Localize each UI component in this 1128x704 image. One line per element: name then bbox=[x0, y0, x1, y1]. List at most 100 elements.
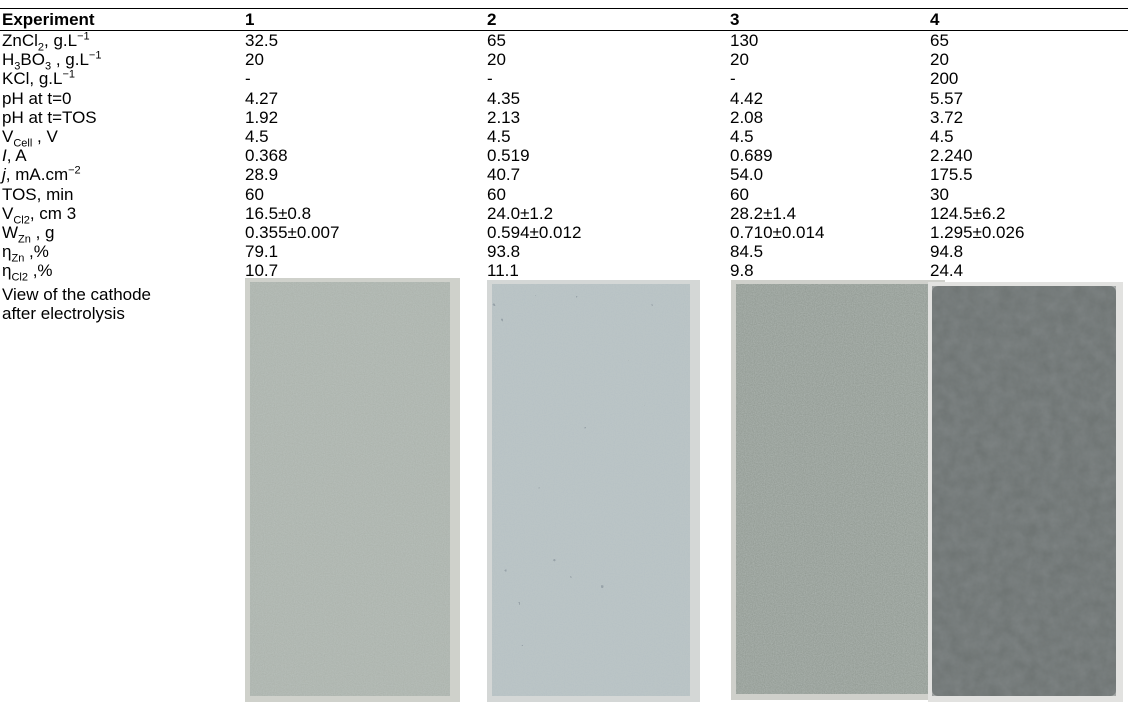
label-part: TOS, min bbox=[2, 184, 74, 204]
row-label: WZn , g bbox=[2, 223, 55, 246]
label-part: Zn bbox=[18, 233, 31, 246]
photo-2 bbox=[487, 280, 700, 702]
top-rule bbox=[0, 8, 1128, 9]
label-part: V bbox=[2, 203, 14, 223]
value-cell: 124.5±6.2 bbox=[930, 203, 1006, 223]
row-label: pH at t=TOS bbox=[2, 108, 97, 127]
row-label: H3BO3 , g.L−1 bbox=[2, 49, 102, 72]
value-cell: 4.5 bbox=[930, 127, 954, 146]
value-cell: 24.4 bbox=[930, 261, 964, 281]
row-label: j, mA.cm−2 bbox=[2, 165, 81, 184]
value-cell: 94.8 bbox=[930, 242, 964, 262]
label-part: −1 bbox=[62, 68, 76, 81]
value-cell: 0.368 bbox=[245, 146, 288, 166]
value-cell: 79.1 bbox=[245, 242, 279, 262]
label-part: j bbox=[2, 165, 6, 185]
label-part: ,% bbox=[27, 261, 53, 281]
value-cell: 24.0±1.2 bbox=[487, 203, 554, 223]
label-part: , g.L bbox=[51, 50, 89, 70]
header-cell: Experiment bbox=[2, 10, 95, 29]
label-part: 3 bbox=[14, 60, 21, 73]
value-cell: 16.5±0.8 bbox=[245, 203, 312, 223]
label-part: KCl, g.L bbox=[2, 69, 63, 89]
header-cell: 4 bbox=[930, 10, 940, 29]
label-part: , mA.cm bbox=[5, 165, 69, 185]
row-label: pH at t=0 bbox=[2, 89, 71, 108]
value-cell: 2.240 bbox=[930, 146, 973, 166]
value-cell: 32.5 bbox=[245, 31, 279, 50]
value-cell: 9.8 bbox=[730, 261, 754, 281]
label-part: W bbox=[2, 223, 19, 242]
label-part: ,% bbox=[24, 242, 49, 262]
value-cell: - bbox=[487, 69, 493, 89]
label-part: −1 bbox=[88, 49, 102, 62]
label-part: η bbox=[2, 261, 12, 281]
value-cell: 2.13 bbox=[487, 107, 521, 127]
value-cell: 0.519 bbox=[487, 146, 530, 166]
row-label: KCl, g.L−1 bbox=[2, 69, 75, 88]
value-cell: 20 bbox=[930, 50, 949, 70]
value-cell: 0.594±0.012 bbox=[487, 223, 582, 242]
value-cell: 40.7 bbox=[487, 165, 521, 185]
value-cell: 3.72 bbox=[930, 107, 964, 127]
label-part: BO bbox=[20, 50, 45, 70]
value-cell: 1.295±0.026 bbox=[930, 223, 1025, 242]
label-part: Cl2 bbox=[13, 214, 30, 227]
value-cell: 20 bbox=[487, 50, 506, 70]
value-cell: 4.5 bbox=[730, 127, 754, 146]
row-label: ηZn ,% bbox=[2, 242, 49, 264]
value-cell: 65 bbox=[487, 31, 506, 50]
header-rule bbox=[0, 30, 1128, 31]
value-cell: 11.1 bbox=[487, 261, 519, 281]
value-cell: 4.5 bbox=[245, 127, 269, 146]
value-cell: 4.5 bbox=[487, 127, 511, 146]
label-part: , cm 3 bbox=[29, 203, 77, 223]
row-label: VCl2, cm 3 bbox=[2, 203, 77, 227]
label-part: Zn bbox=[11, 252, 25, 265]
label-part: −2 bbox=[68, 164, 81, 177]
row-label: I, A bbox=[2, 146, 27, 165]
value-cell: 0.689 bbox=[730, 146, 773, 166]
label-part: pH at t=TOS bbox=[2, 107, 97, 127]
value-cell: 60 bbox=[730, 184, 749, 204]
value-cell: 84.5 bbox=[730, 242, 764, 262]
header-cell: 1 bbox=[245, 10, 255, 29]
value-cell: 175.5 bbox=[930, 165, 973, 185]
value-cell: 20 bbox=[730, 50, 749, 70]
value-cell: 28.9 bbox=[245, 165, 279, 185]
label-part: ZnCl bbox=[2, 31, 38, 50]
value-cell: - bbox=[730, 69, 736, 89]
photo-3 bbox=[731, 280, 945, 700]
label-part: Cl2 bbox=[11, 271, 28, 284]
label-part: −1 bbox=[77, 30, 90, 43]
value-cell: 60 bbox=[487, 184, 506, 204]
value-cell: 0.355±0.007 bbox=[245, 223, 340, 242]
value-cell: 28.2±1.4 bbox=[730, 203, 797, 223]
label-part: , g.L bbox=[44, 31, 78, 50]
row-label: ηCl2 ,% bbox=[2, 261, 53, 283]
value-cell: 4.27 bbox=[245, 88, 279, 108]
label-part: η bbox=[2, 242, 12, 262]
row-label: ZnCl2, g.L−1 bbox=[2, 30, 90, 53]
value-cell: 1.92 bbox=[245, 107, 279, 127]
header-cell: 3 bbox=[730, 10, 740, 29]
label-part: I bbox=[2, 146, 7, 166]
photo-1 bbox=[245, 278, 460, 702]
label-part: , A bbox=[6, 146, 27, 166]
value-cell: 130 bbox=[730, 31, 759, 50]
label-part: , g bbox=[30, 223, 55, 242]
photo-4 bbox=[928, 282, 1123, 702]
value-cell: 200 bbox=[930, 69, 959, 89]
value-cell: 2.08 bbox=[730, 107, 764, 127]
value-cell: 4.35 bbox=[487, 88, 521, 108]
value-cell: - bbox=[245, 69, 251, 89]
label-part: V bbox=[2, 127, 14, 146]
value-cell: 60 bbox=[245, 184, 264, 204]
label-part: 3 bbox=[44, 60, 52, 73]
value-cell: 65 bbox=[930, 31, 949, 50]
label-part: , V bbox=[32, 127, 58, 146]
label-part: H bbox=[2, 50, 15, 70]
value-cell: 4.42 bbox=[730, 88, 764, 108]
